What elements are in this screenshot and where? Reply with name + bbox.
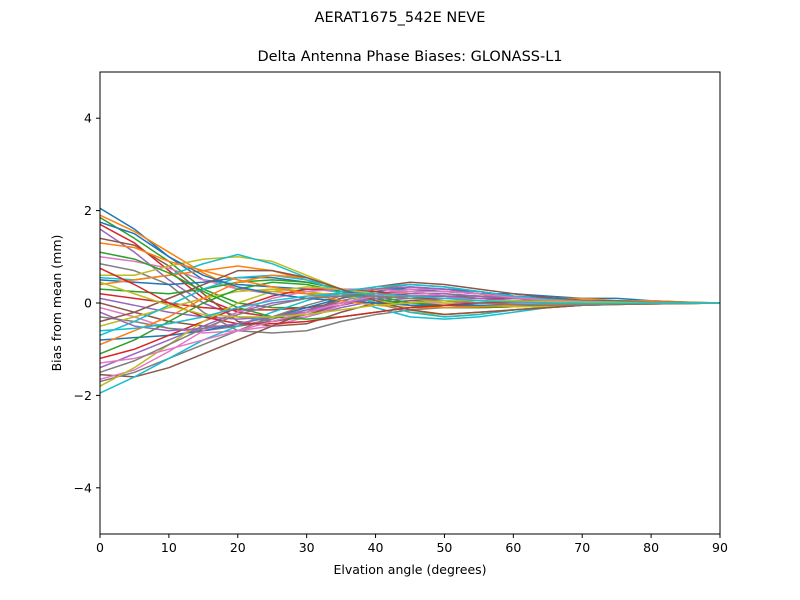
y-tick-label: 0 [84, 296, 92, 311]
y-tick-label: 4 [84, 111, 92, 126]
y-axis-label: Bias from mean (mm) [49, 235, 64, 372]
series-line-39 [100, 281, 720, 318]
y-tick-label: −4 [74, 480, 92, 495]
x-tick-label: 40 [368, 540, 384, 555]
x-tick-label: 80 [643, 540, 659, 555]
x-tick-label: 10 [161, 540, 177, 555]
x-axis-ticks: 0 10 20 30 40 50 60 70 80 90 [96, 534, 728, 555]
x-tick-label: 60 [505, 540, 521, 555]
figure-suptitle: AERAT1675_542E NEVE [314, 10, 486, 26]
series-line-31 [100, 221, 720, 307]
y-tick-label: 2 [84, 203, 92, 218]
x-tick-label: 0 [96, 540, 104, 555]
x-tick-label: 70 [574, 540, 590, 555]
x-tick-label: 50 [436, 540, 452, 555]
chart-title: Delta Antenna Phase Biases: GLONASS-L1 [257, 49, 563, 65]
x-axis-label: Elvation angle (degrees) [333, 562, 486, 577]
y-axis-ticks: −4 −2 0 2 4 [74, 111, 100, 495]
x-tick-label: 20 [230, 540, 246, 555]
y-tick-label: −2 [74, 388, 92, 403]
x-tick-label: 90 [712, 540, 728, 555]
series-line-40 [100, 293, 720, 332]
series-layer [100, 207, 720, 394]
x-tick-label: 30 [299, 540, 315, 555]
